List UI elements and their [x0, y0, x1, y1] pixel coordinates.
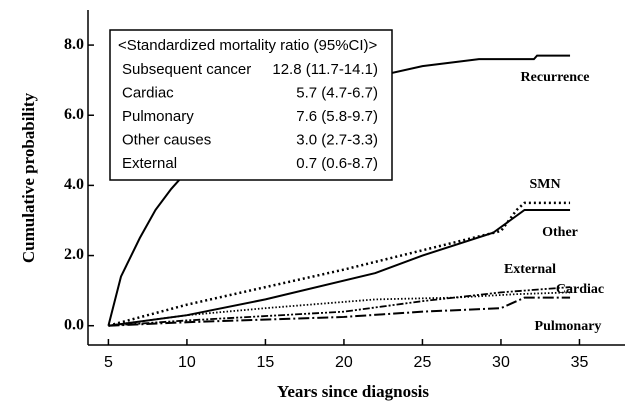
series-label: Cardiac: [556, 282, 604, 297]
y-tick-label: 8.0: [64, 36, 84, 53]
x-axis-title: Years since diagnosis: [277, 382, 429, 401]
series-label: Recurrence: [521, 70, 590, 85]
x-tick-label: 35: [571, 354, 589, 371]
smr-value: 7.6 (5.8-9.7): [296, 108, 378, 125]
series-label: Other: [542, 225, 578, 240]
x-tick-label: 5: [104, 354, 113, 371]
series-label: Pulmonary: [535, 319, 602, 334]
series-label: External: [504, 262, 556, 277]
series-line: [108, 286, 571, 327]
x-tick-label: 10: [178, 354, 196, 371]
x-tick-label: 30: [492, 354, 510, 371]
smr-box: [109, 29, 393, 181]
y-tick-label: 2.0: [64, 246, 84, 263]
series-line: [108, 208, 571, 327]
smr-cause: Subsequent cancer: [122, 61, 251, 78]
series-line: [108, 201, 571, 327]
smr-value: 3.0 (2.7-3.3): [296, 131, 378, 148]
smr-cause: Other causes: [122, 131, 211, 148]
smr-value: 0.7 (0.6-8.7): [296, 155, 378, 172]
x-tick-label: 15: [257, 354, 275, 371]
smr-cause: Cardiac: [122, 84, 174, 101]
series-line: [108, 296, 571, 327]
smr-cause: Pulmonary: [122, 108, 194, 125]
x-tick-label: 20: [335, 354, 353, 371]
y-axis-title: Cumulative probability: [19, 92, 38, 263]
y-tick-label: 0.0: [64, 316, 84, 333]
smr-cause: External: [122, 155, 177, 172]
smr-value: 5.7 (4.7-6.7): [296, 84, 378, 101]
y-tick-label: 6.0: [64, 106, 84, 123]
smr-value: 12.8 (11.7-14.1): [272, 61, 378, 78]
series-label: SMN: [529, 177, 560, 192]
smr-title: <Standardized mortality ratio (95%CI)>: [118, 37, 378, 54]
series-line: [108, 291, 571, 327]
x-tick-label: 25: [414, 354, 432, 371]
y-tick-label: 4.0: [64, 176, 84, 193]
